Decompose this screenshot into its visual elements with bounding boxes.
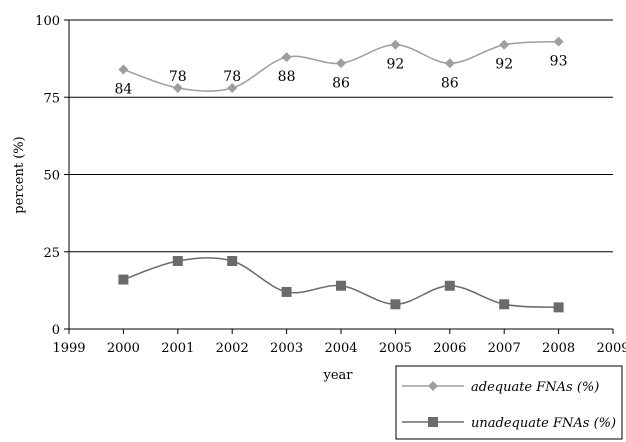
point-adequate-2008 — [554, 37, 564, 47]
point-adequate-2003 — [282, 52, 292, 62]
point-adequate-2007 — [499, 40, 509, 50]
legend-label-unadequate: unadequate FNAs (%) — [471, 416, 616, 431]
x-tick-label-2007: 2007 — [488, 341, 521, 356]
data-label-adequate-2002: 78 — [223, 69, 241, 85]
point-unadequate-2006 — [445, 281, 455, 291]
data-label-adequate-2004: 86 — [332, 75, 350, 91]
y-tick-label-100: 100 — [35, 14, 60, 29]
y-tick-label-50: 50 — [43, 169, 60, 184]
point-unadequate-2000 — [118, 275, 128, 285]
x-tick-label-2002: 2002 — [216, 341, 249, 356]
legend-marker-unadequate — [428, 417, 438, 427]
x-axis-title: year — [322, 368, 353, 383]
point-unadequate-2005 — [390, 299, 400, 309]
data-label-adequate-2001: 78 — [169, 69, 187, 85]
point-adequate-2000 — [118, 64, 128, 74]
data-label-adequate-2005: 92 — [386, 57, 404, 73]
point-unadequate-2007 — [499, 299, 509, 309]
y-tick-label-0: 0 — [52, 323, 60, 338]
x-tick-label-2001: 2001 — [161, 341, 194, 356]
point-unadequate-2003 — [282, 287, 292, 297]
point-adequate-2005 — [390, 40, 400, 50]
data-label-adequate-2007: 92 — [495, 57, 513, 73]
data-label-adequate-2008: 93 — [550, 54, 568, 70]
point-unadequate-2002 — [227, 256, 237, 266]
x-tick-label-2009: 2009 — [596, 341, 626, 356]
y-tick-labels: 0 25 50 75 100 — [35, 14, 60, 338]
x-tick-label-2006: 2006 — [433, 341, 466, 356]
legend-label-adequate: adequate FNAs (%) — [471, 380, 599, 395]
x-tick-label-2000: 2000 — [107, 341, 140, 356]
point-unadequate-2004 — [336, 281, 346, 291]
gridlines — [69, 20, 613, 252]
point-unadequate-2008 — [554, 302, 564, 312]
x-tick-label-1999: 1999 — [52, 341, 85, 356]
legend: adequate FNAs (%) unadequate FNAs (%) — [396, 366, 622, 439]
point-adequate-2006 — [445, 58, 455, 68]
y-tick-label-25: 25 — [43, 246, 60, 261]
x-tick-label-2004: 2004 — [324, 341, 357, 356]
point-adequate-2004 — [336, 58, 346, 68]
x-tick-labels: 1999 2000 2001 2002 2003 2004 2005 2006 2007 2008… — [52, 341, 626, 356]
y-axis-title: percent (%) — [12, 136, 27, 213]
x-tick-label-2008: 2008 — [542, 341, 575, 356]
y-tick-label-75: 75 — [43, 91, 60, 106]
point-unadequate-2001 — [173, 256, 183, 266]
data-label-adequate-2003: 88 — [278, 69, 296, 85]
data-label-adequate-2006: 86 — [441, 75, 459, 91]
data-label-adequate-2000: 84 — [114, 81, 132, 97]
x-tick-label-2003: 2003 — [270, 341, 303, 356]
x-tick-label-2005: 2005 — [379, 341, 412, 356]
